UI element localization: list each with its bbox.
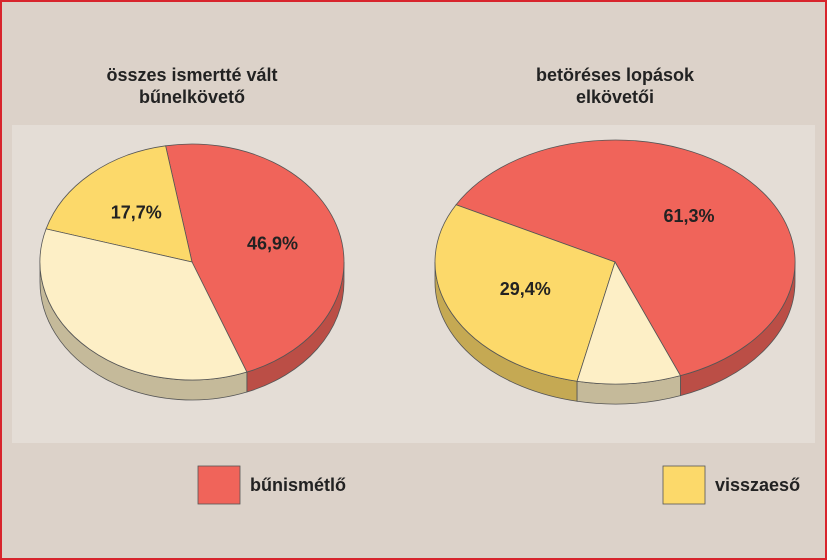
legend-label: visszaeső [715, 475, 800, 495]
pie-slice [576, 261, 682, 385]
value-label: 17,7% [111, 202, 162, 222]
legend-swatch [662, 465, 706, 505]
chart-title: bűnelkövető [139, 87, 245, 107]
pie-slice [434, 204, 616, 382]
pie-slice [455, 139, 796, 377]
pie-slice [165, 143, 345, 373]
legend-swatch [197, 465, 241, 505]
legend-label: bűnismétlő [250, 475, 346, 495]
pie-slice [45, 145, 193, 263]
pie-slice [39, 228, 248, 381]
value-label: 29,4% [500, 279, 551, 299]
value-label: 61,3% [663, 206, 714, 226]
chart-title: betöréses lopások [536, 65, 695, 85]
chart-title: összes ismertté vált [106, 65, 277, 85]
value-label: 46,9% [247, 233, 298, 253]
chart-title: elkövetői [576, 87, 654, 107]
